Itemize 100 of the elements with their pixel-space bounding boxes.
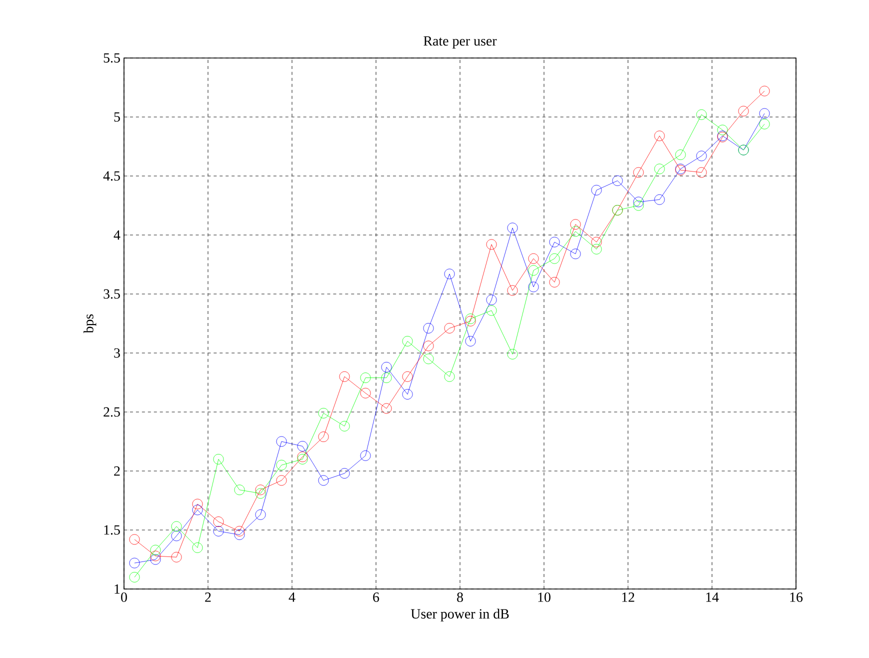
point xyxy=(192,504,203,516)
point xyxy=(402,389,413,400)
point xyxy=(528,282,539,292)
point xyxy=(339,420,350,432)
point xyxy=(360,388,371,398)
x-tick-label: 8 xyxy=(457,592,463,602)
point xyxy=(318,475,329,486)
x-tick-label: 6 xyxy=(373,592,380,602)
y-tick-label: 5.5 xyxy=(104,53,120,63)
point xyxy=(486,294,497,306)
point xyxy=(738,106,749,116)
point xyxy=(465,314,476,324)
point xyxy=(549,253,560,264)
x-tick-label: 0 xyxy=(121,592,127,602)
y-tick-label: 2 xyxy=(114,466,120,476)
point xyxy=(465,316,476,326)
point xyxy=(444,268,455,280)
point xyxy=(717,124,728,136)
point xyxy=(234,526,245,536)
point xyxy=(297,454,308,464)
point xyxy=(234,530,245,540)
point xyxy=(528,253,539,264)
y-tick-label: 3.5 xyxy=(104,289,120,299)
point xyxy=(528,265,539,276)
point xyxy=(675,150,686,160)
point xyxy=(129,534,140,545)
point xyxy=(318,432,329,442)
point xyxy=(339,468,350,479)
point xyxy=(507,222,518,234)
point xyxy=(276,475,287,486)
point xyxy=(633,167,644,178)
point xyxy=(591,184,602,196)
point xyxy=(318,408,329,418)
point xyxy=(759,108,770,119)
point xyxy=(276,436,287,447)
point xyxy=(633,200,644,211)
point xyxy=(381,372,392,383)
y-tick-label: 1 xyxy=(114,584,120,594)
point xyxy=(360,372,371,383)
point xyxy=(696,167,707,178)
point xyxy=(171,530,182,542)
point xyxy=(654,130,665,142)
point xyxy=(171,552,182,562)
point xyxy=(696,109,707,120)
point xyxy=(297,452,308,462)
point xyxy=(150,554,161,565)
x-tick-label: 12 xyxy=(622,592,634,602)
point xyxy=(423,340,434,352)
point xyxy=(360,450,371,461)
point xyxy=(129,558,140,568)
point xyxy=(591,236,602,248)
point xyxy=(654,194,665,205)
point xyxy=(402,371,413,382)
point xyxy=(486,305,497,316)
y-tick-label: 5 xyxy=(114,112,120,122)
point xyxy=(507,348,518,360)
point xyxy=(612,176,623,186)
chart-title: Rate per user xyxy=(424,36,497,48)
point xyxy=(759,86,770,96)
y-tick-label: 2.5 xyxy=(104,407,120,417)
point xyxy=(129,572,140,582)
point xyxy=(570,226,581,237)
point xyxy=(213,454,224,464)
point xyxy=(339,371,350,382)
point xyxy=(423,354,434,364)
point xyxy=(549,277,560,288)
point xyxy=(759,118,770,130)
point xyxy=(465,336,476,346)
point xyxy=(549,236,560,248)
point xyxy=(213,516,224,527)
point xyxy=(255,488,266,499)
point xyxy=(255,484,266,496)
point xyxy=(570,219,581,230)
point xyxy=(192,498,203,510)
y-tick-label: 3 xyxy=(114,348,120,358)
y-tick-label: 1.5 xyxy=(104,525,120,535)
y-tick-label: 4 xyxy=(114,230,120,240)
point xyxy=(276,460,287,470)
point xyxy=(654,164,665,174)
point xyxy=(402,336,413,346)
point xyxy=(192,542,203,553)
point xyxy=(381,403,392,414)
point xyxy=(213,526,224,536)
point xyxy=(171,521,182,532)
point xyxy=(234,484,245,496)
point xyxy=(444,371,455,382)
point xyxy=(444,323,455,334)
x-tick-label: 2 xyxy=(205,592,211,602)
point xyxy=(150,550,161,562)
point xyxy=(696,150,707,162)
point xyxy=(255,509,266,520)
x-tick-label: 4 xyxy=(288,592,296,602)
point xyxy=(423,323,434,334)
point xyxy=(297,441,308,452)
y-tick-label: 4.5 xyxy=(103,171,120,181)
point xyxy=(570,248,581,260)
x-tick-label: 10 xyxy=(538,592,550,602)
y-axis-title: bps xyxy=(84,314,96,334)
point xyxy=(150,544,161,556)
point xyxy=(486,239,497,250)
